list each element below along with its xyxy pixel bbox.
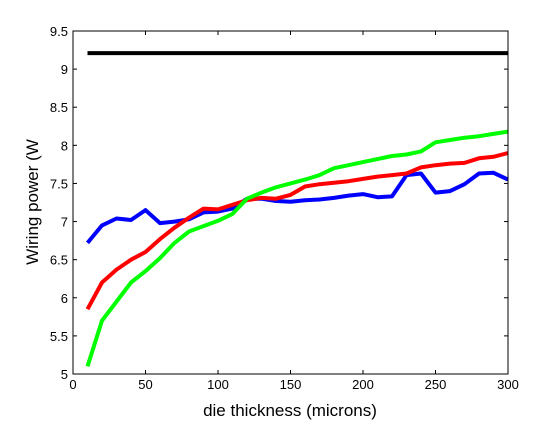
x-tick-label: 100	[207, 377, 229, 392]
series-layer	[85, 51, 509, 368]
x-tick-label: 0	[69, 377, 76, 392]
y-tick-label: 9	[61, 62, 68, 77]
y-tick-label: 5	[61, 367, 68, 382]
x-tick-label: 150	[280, 377, 302, 392]
y-tick-label: 7	[61, 215, 68, 230]
y-tick-label: 5.5	[50, 329, 68, 344]
y-tick-label: 8	[61, 138, 68, 153]
y-tick-label: 6	[61, 291, 68, 306]
x-tick-label: 50	[138, 377, 152, 392]
y-tick-label: 6.5	[50, 253, 68, 268]
series-line-4	[85, 129, 509, 368]
x-tick-label: 200	[352, 377, 374, 392]
ticks-layer: 0 50 100 150 200 250 300 5 5.5 6 6.5 7 7.5 8 8.5 9 9.5	[50, 24, 519, 392]
y-tick-label: 7.5	[50, 176, 68, 191]
x-tick-label: 250	[425, 377, 447, 392]
y-tick-label: 9.5	[50, 24, 68, 39]
x-tick-label: 300	[497, 377, 519, 392]
y-axis-label: Wiring power (W	[23, 139, 42, 265]
x-axis-label: die thickness (microns)	[203, 401, 377, 420]
y-tick-label: 8.5	[50, 100, 68, 115]
series-line-2	[85, 170, 509, 245]
series-line-3	[85, 151, 509, 311]
